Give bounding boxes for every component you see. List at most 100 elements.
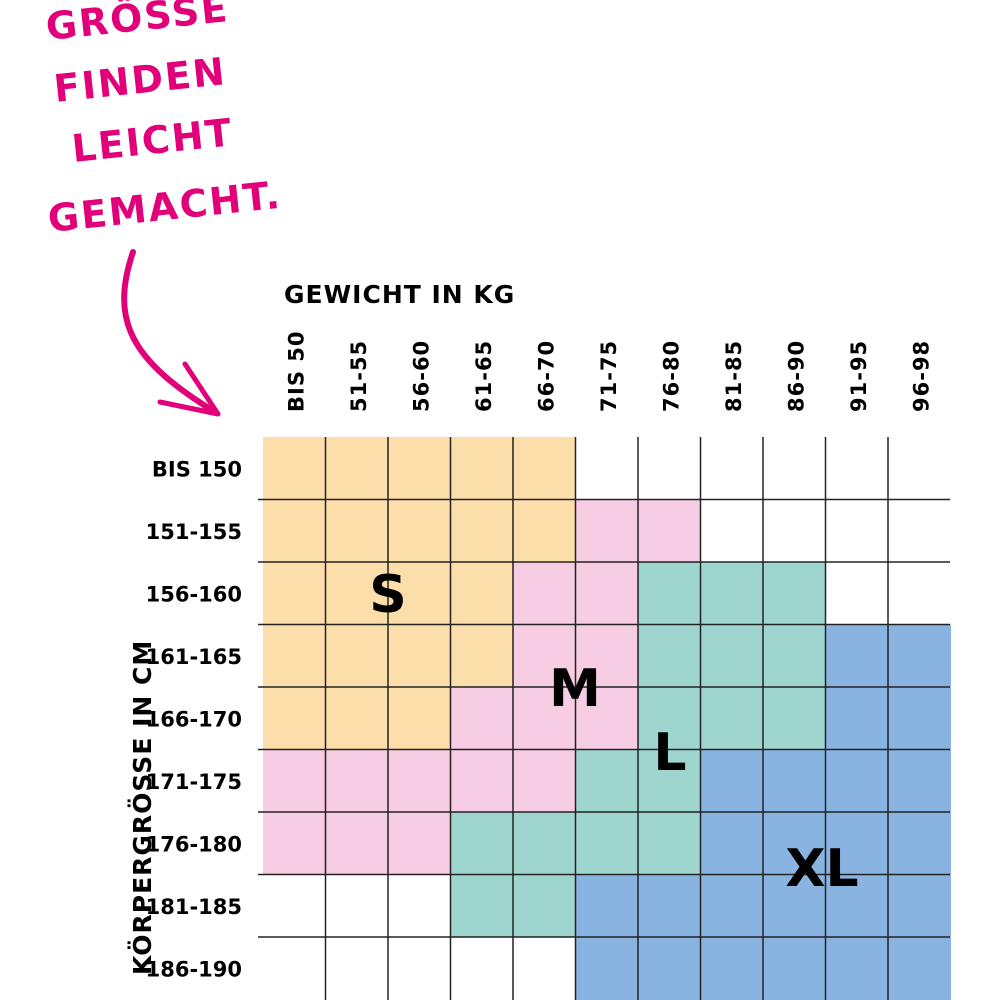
cell-none	[825, 562, 889, 625]
cell-XL	[825, 874, 889, 938]
cell-L	[575, 812, 639, 875]
cell-L	[638, 687, 701, 750]
cell-S	[450, 437, 514, 500]
cell-S	[388, 562, 451, 625]
cell-M	[575, 499, 639, 563]
y-tick-label: 166-170	[146, 707, 242, 731]
cell-none	[888, 499, 951, 563]
cell-M	[325, 749, 389, 813]
cell-S	[325, 687, 389, 750]
y-tick-label: 181-185	[146, 895, 242, 919]
cell-M	[513, 749, 576, 813]
x-tick-label: 81-85	[722, 340, 746, 412]
cell-S	[388, 437, 451, 500]
cell-none	[325, 937, 389, 1000]
cell-XL	[763, 812, 826, 875]
cell-M	[638, 499, 701, 563]
cell-XL	[638, 874, 701, 938]
cell-none	[763, 437, 826, 500]
cell-none	[825, 499, 889, 563]
x-tick-label: 86-90	[784, 340, 808, 412]
cell-S	[325, 437, 389, 500]
cell-XL	[825, 749, 889, 813]
x-tick-label: 96-98	[909, 340, 933, 412]
cell-none	[763, 499, 826, 563]
cell-S	[263, 499, 326, 563]
y-tick-label: 171-175	[146, 770, 242, 794]
cell-none	[700, 437, 764, 500]
cell-none	[513, 937, 576, 1000]
cell-XL	[700, 874, 764, 938]
cell-S	[450, 499, 514, 563]
cell-S	[388, 624, 451, 688]
cell-L	[700, 687, 764, 750]
cell-S	[325, 624, 389, 688]
cell-none	[638, 437, 701, 500]
arrow-head	[157, 361, 221, 417]
arrow-icon	[121, 249, 218, 415]
cell-M	[575, 687, 639, 750]
cell-L	[638, 749, 701, 813]
cell-L	[638, 812, 701, 875]
y-tick-label: BIS 150	[152, 457, 242, 481]
cell-L	[513, 874, 576, 938]
cell-XL	[700, 812, 764, 875]
cell-S	[263, 562, 326, 625]
cell-L	[763, 624, 826, 688]
cell-L	[700, 624, 764, 688]
cell-L	[763, 562, 826, 625]
cell-L	[513, 812, 576, 875]
cell-none	[388, 874, 451, 938]
y-tick-label: 176-180	[146, 832, 242, 856]
cell-XL	[888, 874, 951, 938]
cell-M	[513, 562, 576, 625]
cell-none	[825, 437, 889, 500]
cell-M	[325, 812, 389, 875]
cell-L	[450, 812, 514, 875]
y-tick-label: 156-160	[146, 582, 242, 606]
cell-M	[450, 687, 514, 750]
cell-none	[700, 499, 764, 563]
cell-S	[325, 499, 389, 563]
cell-L	[700, 562, 764, 625]
cell-M	[388, 749, 451, 813]
y-axis-title: KÖRPERGRÖSSE IN CM	[128, 639, 157, 975]
cell-none	[575, 437, 639, 500]
cell-XL	[575, 937, 639, 1000]
cell-XL	[700, 749, 764, 813]
size-label-S: S	[369, 565, 406, 625]
cell-S	[513, 499, 576, 563]
cell-M	[388, 812, 451, 875]
cell-S	[450, 562, 514, 625]
cell-S	[263, 437, 326, 500]
y-tick-label: 151-155	[146, 520, 242, 544]
cell-L	[450, 874, 514, 938]
cell-M	[263, 749, 326, 813]
cell-XL	[888, 624, 951, 688]
cell-none	[263, 937, 326, 1000]
cell-L	[638, 624, 701, 688]
cell-XL	[888, 687, 951, 750]
cell-M	[513, 687, 576, 750]
cell-S	[513, 437, 576, 500]
cell-XL	[763, 874, 826, 938]
cell-XL	[700, 937, 764, 1000]
cell-XL	[825, 624, 889, 688]
x-tick-label: 51-55	[347, 340, 371, 412]
cell-M	[450, 749, 514, 813]
cell-XL	[888, 937, 951, 1000]
cell-XL	[888, 812, 951, 875]
cell-XL	[638, 937, 701, 1000]
cell-S	[388, 499, 451, 563]
cell-S	[263, 687, 326, 750]
cell-XL	[825, 937, 889, 1000]
cell-M	[575, 624, 639, 688]
cell-S	[450, 624, 514, 688]
x-tick-label: 56-60	[409, 340, 433, 412]
cell-S	[263, 624, 326, 688]
size-label-XL: XL	[785, 839, 858, 899]
size-label-M: M	[549, 659, 601, 719]
cell-XL	[763, 749, 826, 813]
cell-S	[325, 562, 389, 625]
cell-XL	[825, 687, 889, 750]
